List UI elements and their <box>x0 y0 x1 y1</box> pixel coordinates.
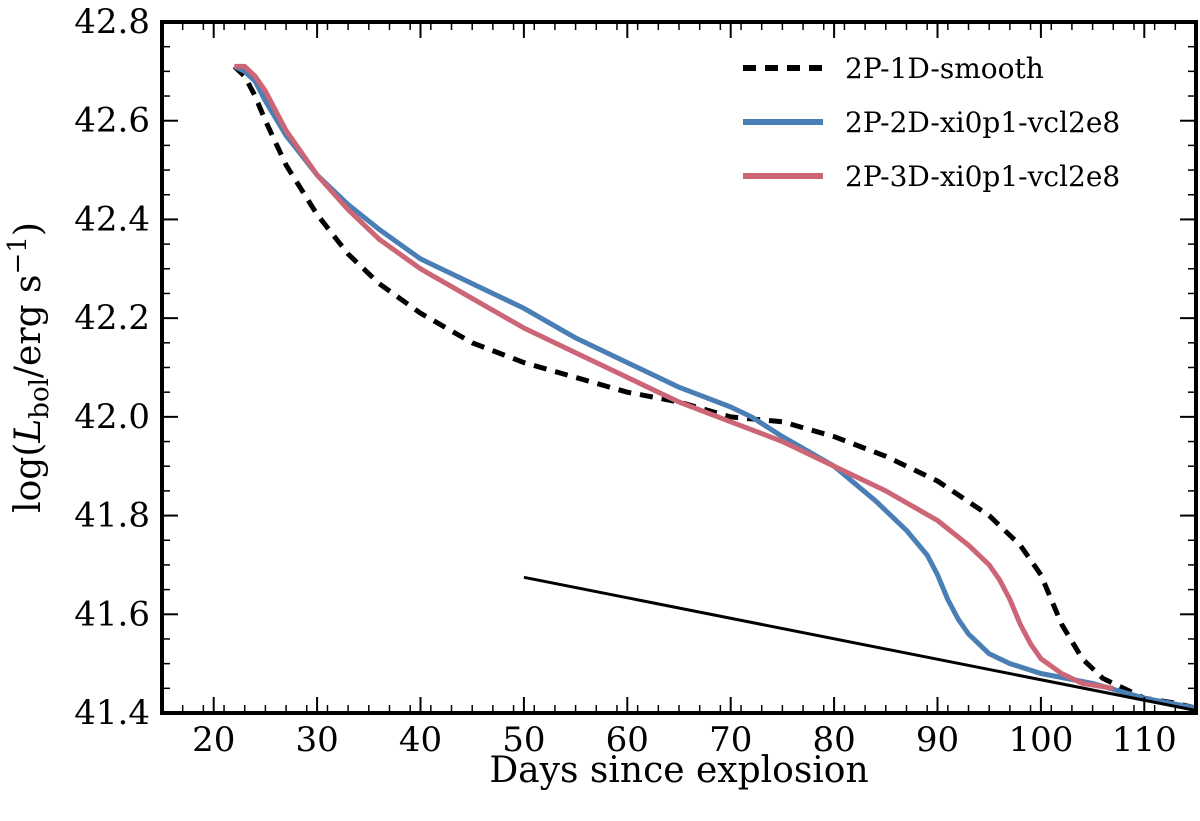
y-title-prefix: log( <box>8 443 49 513</box>
x-tick-label: 20 <box>192 720 235 760</box>
y-title-sub: bol <box>25 378 55 419</box>
legend-label-2p-2d-xi0p1-vcl2e8: 2P-2D-xi0p1-vcl2e8 <box>845 106 1120 139</box>
series-line-reference-line <box>523 575 1197 712</box>
x-axis-title: Days since explosion <box>489 750 868 791</box>
y-tick-label: 42.0 <box>74 397 150 437</box>
x-axis-ticks: 20 30 40 50 60 70 80 90 100 110 <box>161 22 1197 760</box>
y-axis-title: log(Lbol/erg s−1) <box>3 222 55 513</box>
y-tick-label: 42.8 <box>74 2 150 42</box>
y-title-sup: −1 <box>3 236 33 274</box>
x-tick-label: 60 <box>606 720 649 760</box>
y-tick-label: 41.6 <box>74 594 150 634</box>
x-tick-label: 70 <box>709 720 752 760</box>
legend-label-2p-3d-xi0p1-vcl2e8: 2P-3D-xi0p1-vcl2e8 <box>845 160 1120 193</box>
x-tick-label: 100 <box>1008 720 1073 760</box>
x-tick-label: 90 <box>916 720 959 760</box>
x-tick-label: 40 <box>399 720 442 760</box>
y-tick-label: 41.4 <box>74 693 150 733</box>
y-title-l: L <box>8 419 49 444</box>
x-tick-label: 110 <box>1112 720 1177 760</box>
x-tick-label: 30 <box>295 720 338 760</box>
y-title-suffix: ) <box>8 222 49 236</box>
series-line-2p-3d-xi0p1-vcl2e8 <box>234 63 1114 691</box>
y-tick-label: 42.2 <box>74 298 150 338</box>
legend: 2P-1D-smooth 2P-2D-xi0p1-vcl2e8 2P-3D-xi0p… <box>743 52 1120 193</box>
y-tick-label: 42.6 <box>74 101 150 141</box>
x-tick-label: 80 <box>812 720 855 760</box>
series-layer <box>232 63 1197 712</box>
y-title-unit: /erg s <box>8 274 49 378</box>
legend-label-2p-1d-smooth: 2P-1D-smooth <box>845 52 1044 85</box>
x-tick-label: 50 <box>502 720 545 760</box>
series-line-2p-1d-smooth <box>232 64 1197 711</box>
y-tick-label: 42.4 <box>74 199 150 239</box>
y-tick-label: 41.8 <box>74 496 150 536</box>
y-axis-ticks: 41.4 41.6 41.8 42.0 42.2 42.4 42.6 42.8 <box>74 2 1196 733</box>
